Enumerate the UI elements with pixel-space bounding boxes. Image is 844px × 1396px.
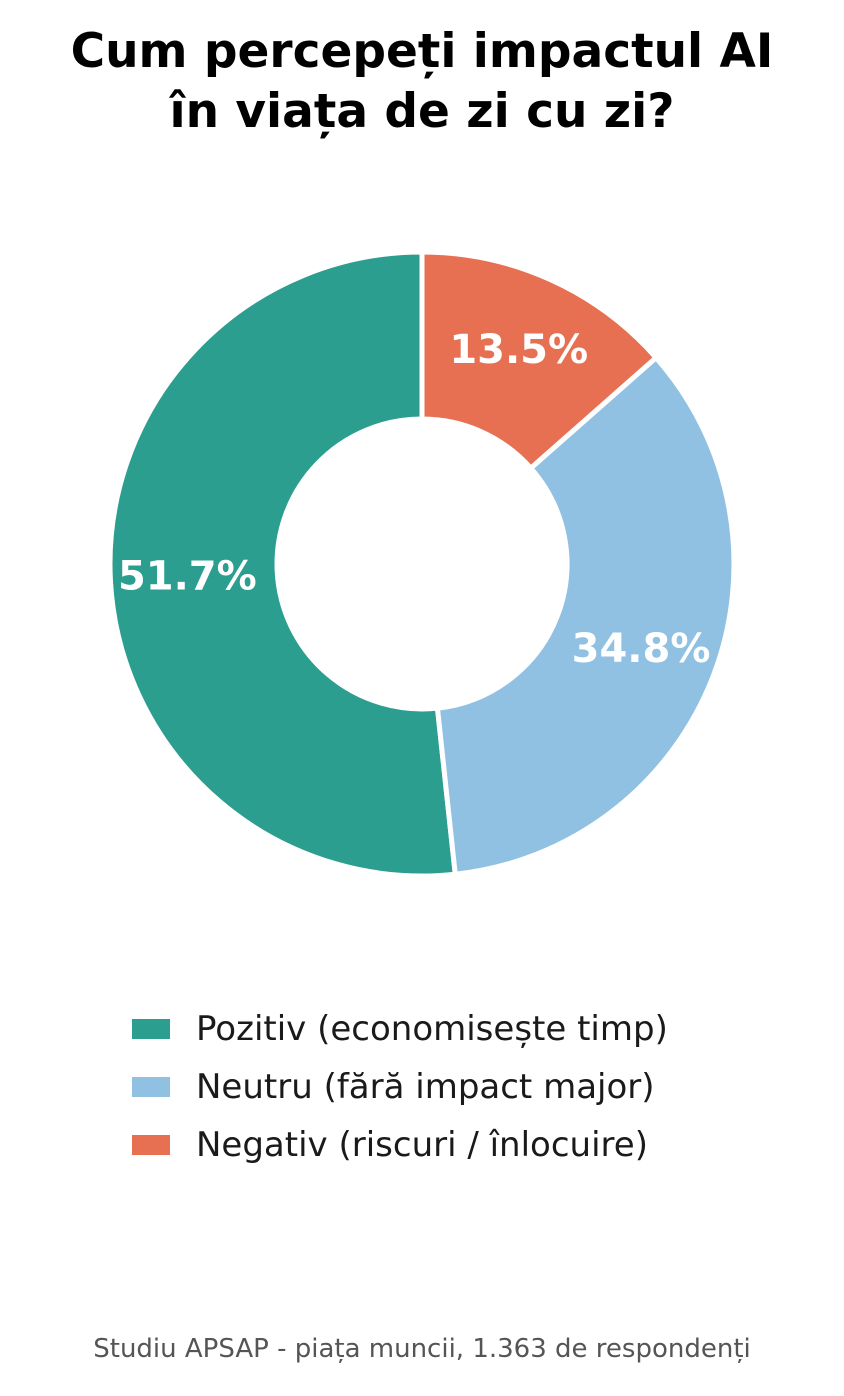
- legend-item-neutru: Neutru (fără impact major): [132, 1058, 668, 1116]
- legend-swatch-negativ: [132, 1135, 170, 1155]
- chart-title-line-2: în viața de zi cu zi?: [169, 84, 675, 139]
- donut-slice-negativ: [419, 249, 659, 471]
- chart-title: Cum percepeți impactul AI în viața de zi…: [0, 22, 844, 142]
- legend-swatch-neutru: [132, 1077, 170, 1097]
- donut-chart: 51.7% 34.8% 13.5%: [107, 249, 737, 879]
- slice-label-negativ: 13.5%: [449, 327, 588, 373]
- source-note: Studiu APSAP - piața muncii, 1.363 de re…: [93, 1334, 751, 1364]
- legend-label-pozitiv: Pozitiv (economisește timp): [196, 1009, 668, 1049]
- slice-label-neutru: 34.8%: [572, 626, 711, 672]
- chart-title-line-1: Cum percepeți impactul AI: [70, 24, 774, 79]
- legend-swatch-pozitiv: [132, 1019, 170, 1039]
- donut-slice-pozitiv: [107, 249, 458, 879]
- legend-label-negativ: Negativ (riscuri / înlocuire): [196, 1125, 648, 1165]
- legend-item-pozitiv: Pozitiv (economisește timp): [132, 1000, 668, 1058]
- slice-label-pozitiv: 51.7%: [118, 554, 257, 600]
- chart-legend: Pozitiv (economisește timp) Neutru (fără…: [132, 1000, 668, 1174]
- legend-label-neutru: Neutru (fără impact major): [196, 1067, 655, 1107]
- legend-item-negativ: Negativ (riscuri / înlocuire): [132, 1116, 668, 1174]
- donut-slice-neutru: [434, 355, 737, 877]
